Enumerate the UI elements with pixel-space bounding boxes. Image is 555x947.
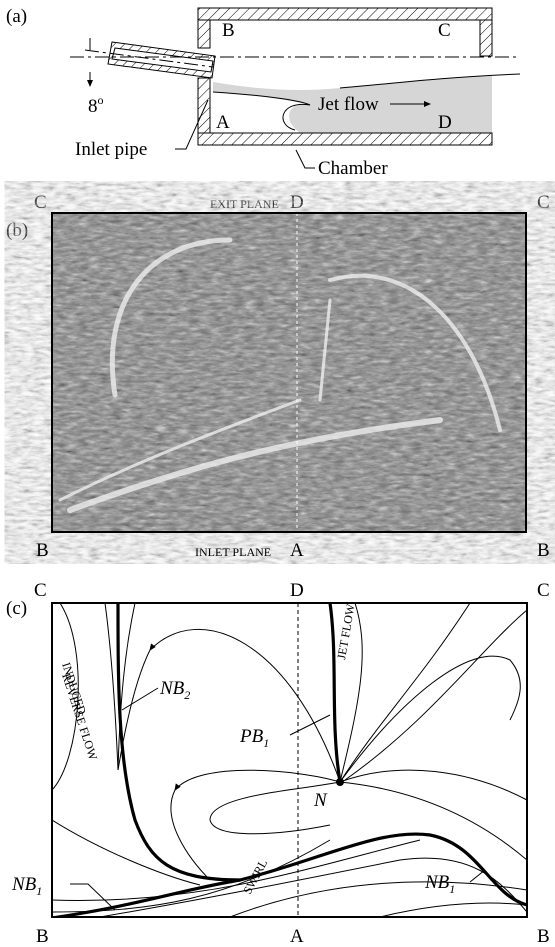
inlet-pipe-label: Inlet pipe — [75, 139, 147, 160]
node-label: NB1 — [424, 872, 455, 896]
corner-label: C — [438, 20, 451, 41]
panel-label: (b) — [6, 220, 28, 241]
corner-label: A — [216, 112, 230, 133]
figure: (a) B C A D 8o Jet flow Inlet pipe Chamb… — [0, 0, 555, 947]
node — [336, 778, 344, 786]
angle-unit: o — [98, 93, 104, 107]
streamlines — [52, 603, 527, 918]
annotation: JET FLOW — [334, 602, 358, 660]
corner-label: A — [290, 926, 304, 947]
node-label: N — [313, 790, 328, 811]
annotation: SWIRL — [240, 857, 270, 897]
plane-label: INLET PLANE — [195, 545, 271, 559]
label: NB — [424, 872, 450, 893]
label: NB — [159, 678, 185, 699]
subscript: 1 — [263, 736, 269, 750]
corner-label: B — [36, 540, 49, 561]
wall — [198, 20, 210, 48]
label: NB — [11, 874, 37, 895]
panel-b: (b) C EXIT PLANE D C B INLET PLANE A B — [6, 192, 550, 561]
streamline — [105, 603, 118, 770]
node-label: NB1 — [11, 874, 42, 898]
leader — [470, 870, 485, 882]
streamline — [340, 782, 527, 860]
corner-label: B — [36, 926, 49, 947]
chamber-label: Chamber — [318, 158, 388, 179]
streamline — [380, 903, 527, 917]
photo-texture — [52, 213, 526, 532]
subscript: 1 — [449, 882, 455, 896]
wall — [480, 20, 492, 56]
corner-label: C — [537, 580, 550, 601]
subscript: 2 — [184, 688, 190, 702]
node-label: NB2 — [159, 678, 190, 702]
streamline — [345, 610, 527, 780]
wall — [198, 78, 210, 133]
panel-c: (c) C D C INDUCED REVERSE FLOW JET FLOW … — [6, 580, 550, 947]
corner-label: A — [290, 540, 304, 561]
jet-flow-label: Jet flow — [318, 94, 379, 115]
angle-label: 8o — [88, 93, 104, 117]
corner-label: D — [290, 580, 304, 601]
corner-label: B — [222, 20, 235, 41]
streamline — [340, 770, 527, 800]
node-label: PB1 — [239, 726, 269, 750]
bifurcation-line — [52, 834, 527, 918]
panel-label: (c) — [6, 598, 27, 619]
label: PB — [239, 726, 264, 747]
panel-a: (a) B C A D 8o Jet flow Inlet pipe Chamb… — [6, 6, 520, 179]
corner-label: D — [290, 192, 304, 213]
wall — [198, 133, 492, 145]
leader — [70, 884, 115, 910]
plane-label: EXIT PLANE — [210, 197, 279, 211]
streamline — [52, 820, 200, 885]
corner-label: B — [537, 926, 550, 947]
streamline — [100, 858, 527, 917]
streamline — [340, 603, 470, 782]
corner-label: B — [537, 540, 550, 561]
corner-label: C — [537, 192, 550, 213]
leader — [290, 715, 330, 735]
streamline — [230, 882, 527, 917]
streamline — [52, 840, 420, 900]
leader — [122, 688, 158, 710]
corner-label: C — [34, 192, 47, 213]
corner-label: D — [438, 112, 452, 133]
corner-label: C — [34, 580, 47, 601]
angle-value: 8 — [88, 96, 98, 117]
wall — [198, 8, 492, 20]
subscript: 1 — [36, 884, 42, 898]
leader — [296, 150, 315, 168]
streamline — [118, 629, 340, 782]
panel-label: (a) — [6, 6, 27, 27]
